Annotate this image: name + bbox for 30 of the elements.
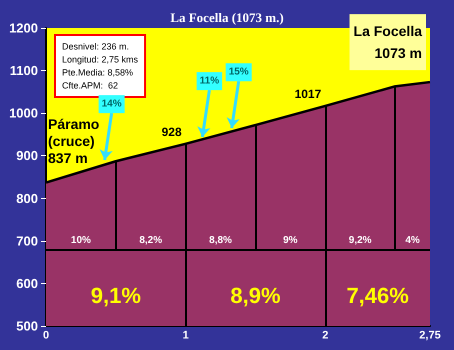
x-tick-label: 1 xyxy=(182,330,189,342)
annotation: 9% xyxy=(283,234,298,246)
y-tick-label: 1100 xyxy=(10,63,38,78)
y-tick-label: 700 xyxy=(16,233,38,248)
annotation: 10% xyxy=(70,234,92,246)
annotation: 8,2% xyxy=(139,234,162,246)
annotation: 8,8% xyxy=(209,234,232,246)
annotation: 4% xyxy=(405,234,420,246)
y-tick-label: 900 xyxy=(16,148,38,164)
x-tick-label: 2,75 xyxy=(419,330,441,342)
x-tick-label: 0 xyxy=(42,330,50,342)
x-tick-label: 2 xyxy=(322,330,328,342)
chart-title: La Focella (1073 m.) xyxy=(170,10,284,25)
annotation: 9,1% xyxy=(90,283,141,308)
annotation: Páramo (cruce) 837 m xyxy=(48,116,100,166)
y-tick-label: 600 xyxy=(16,276,38,291)
annotation: 14% xyxy=(102,98,122,110)
annotation: 11% xyxy=(200,76,220,87)
annotation: 9,2% xyxy=(348,234,372,246)
annotation: 1017 xyxy=(294,86,322,101)
y-tick-label: 500 xyxy=(16,318,38,334)
y-tick-label: 1200 xyxy=(9,20,38,36)
y-tick-label: 1000 xyxy=(9,106,38,121)
annotation: 928 xyxy=(162,124,182,139)
annotation: 8,9% xyxy=(230,283,281,308)
annotation: 7,46% xyxy=(346,283,409,308)
annotation: 15% xyxy=(228,66,249,78)
annotation: Desnivel: 236 m. Longitud: 2,75 kms Pte.Media: 8,58% Cfte.APM: 62 xyxy=(62,42,139,90)
annotation: La Focella 1073 m xyxy=(354,23,422,62)
y-tick-label: 800 xyxy=(16,190,38,206)
